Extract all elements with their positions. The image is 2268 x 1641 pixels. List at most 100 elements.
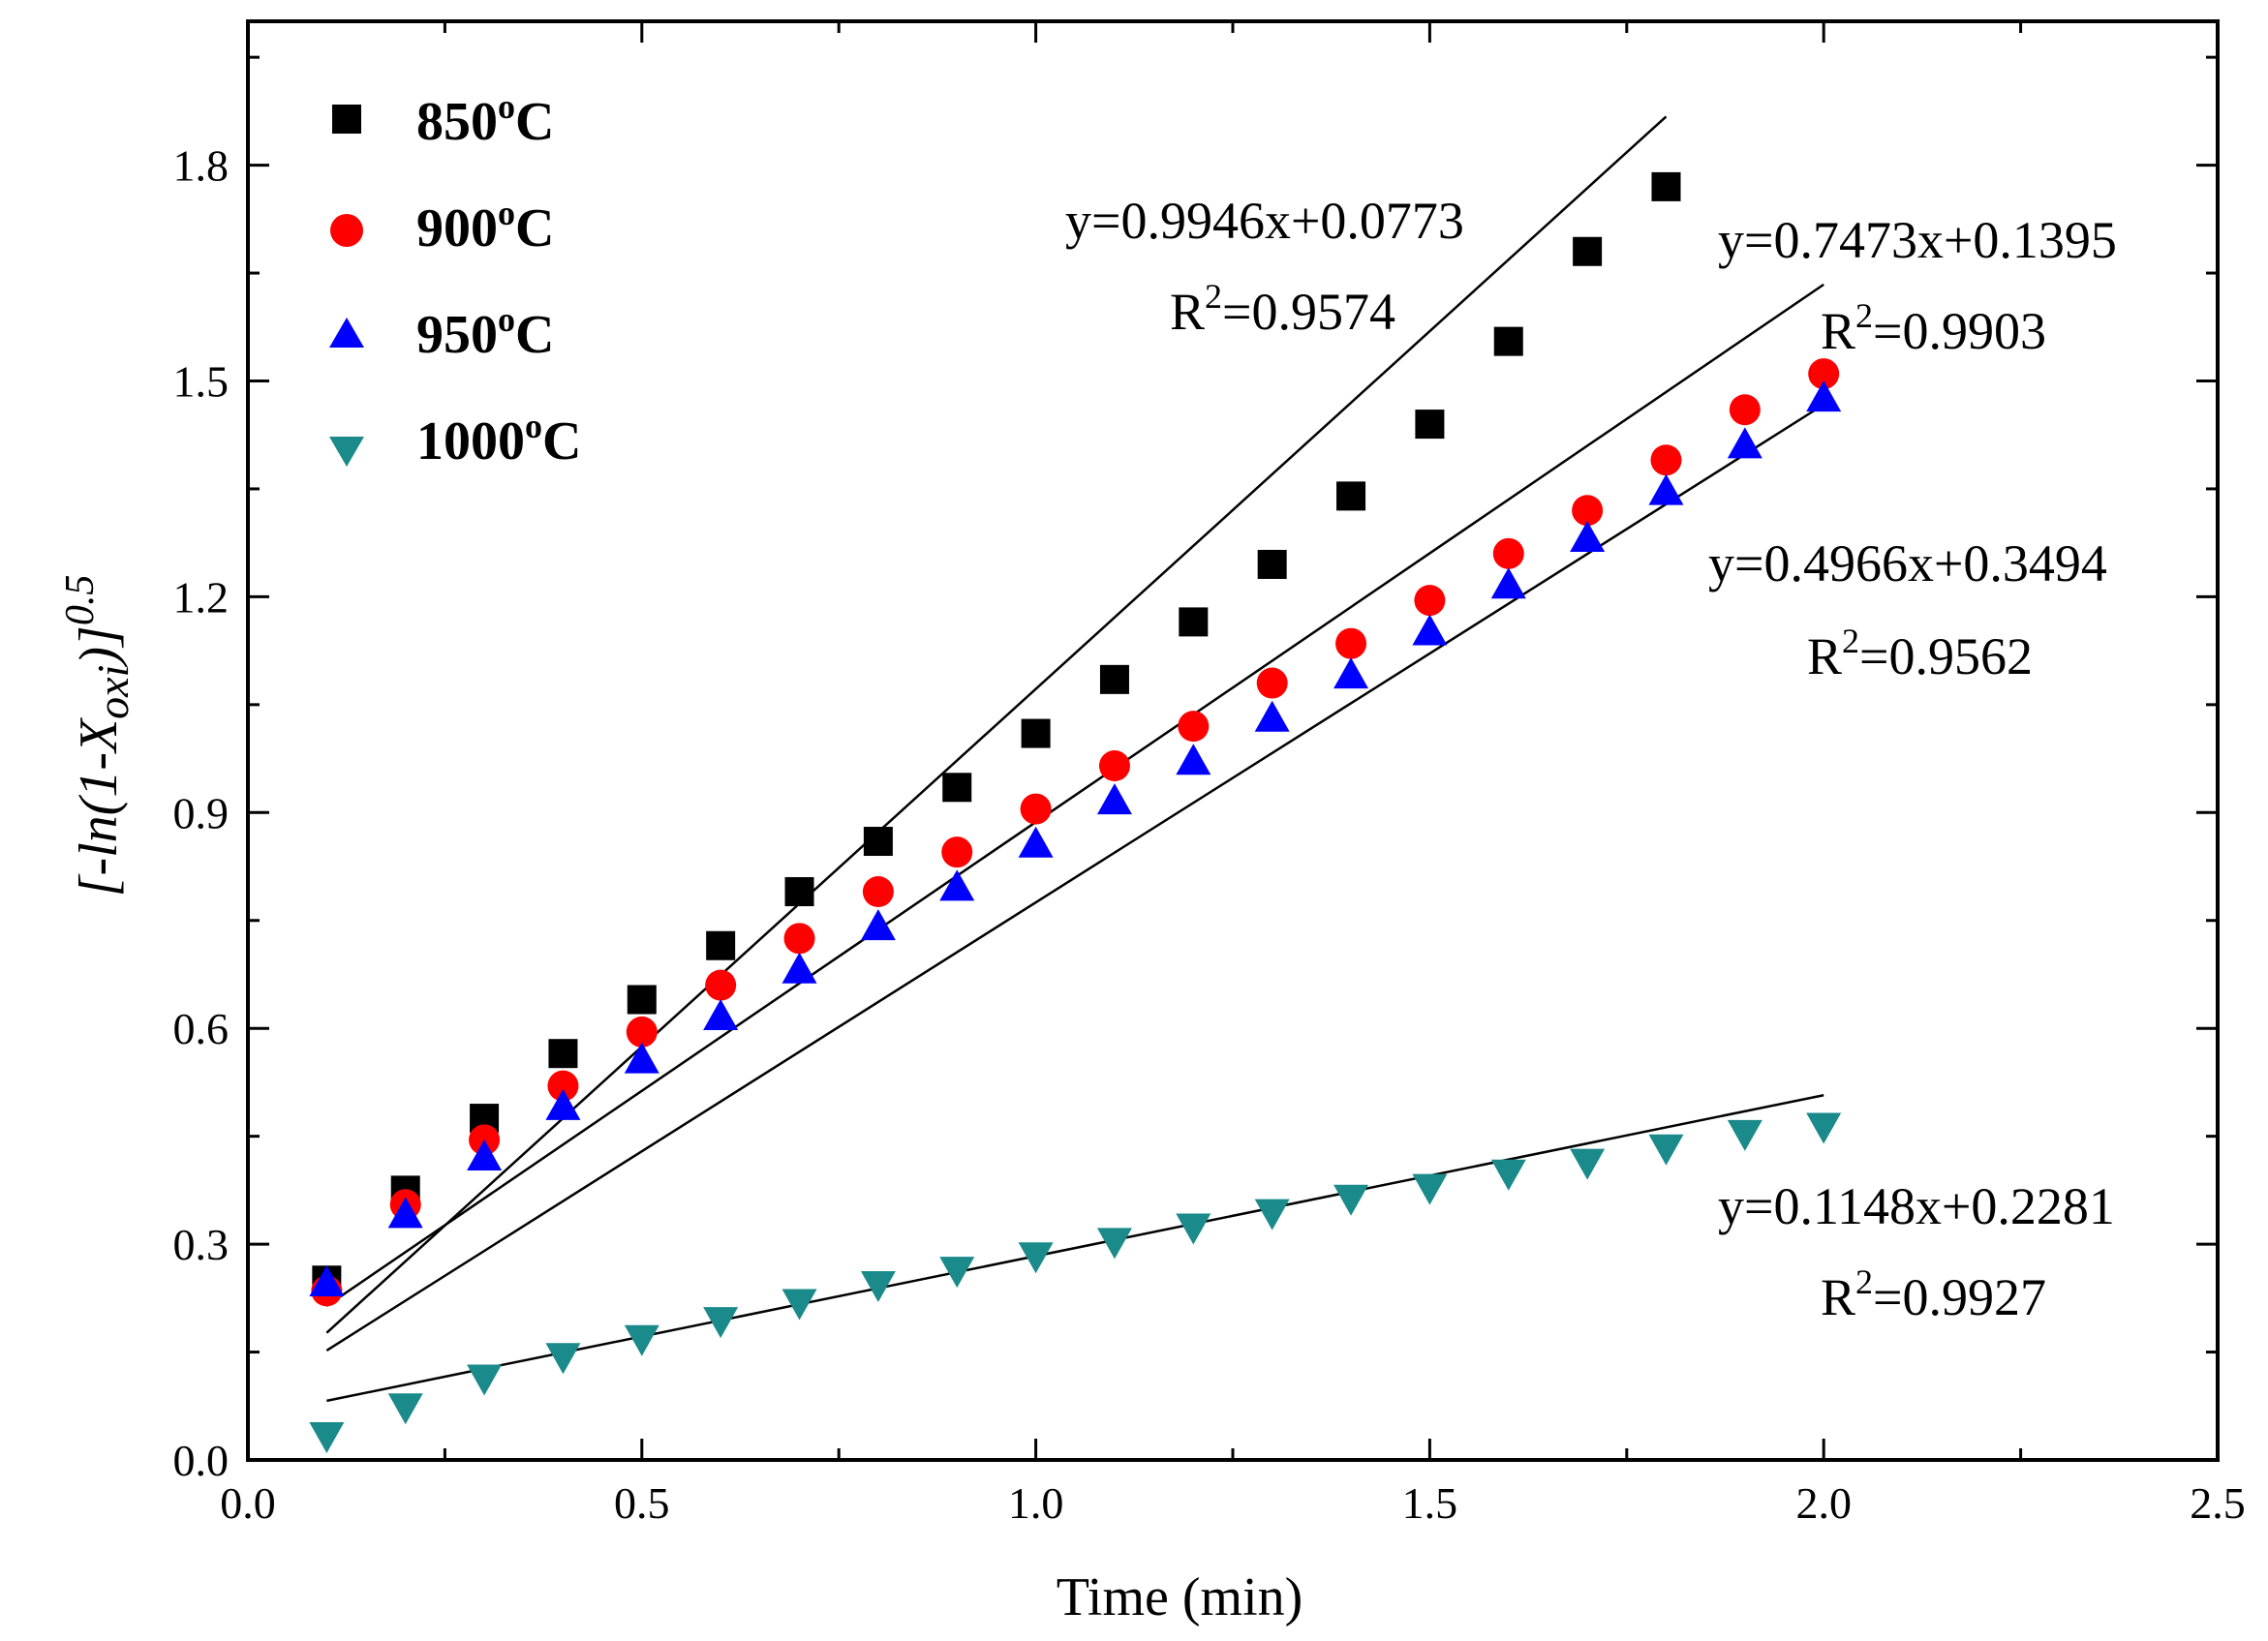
data-point-950 xyxy=(1176,744,1211,775)
annotation-950: y=0.4966x+0.3494 R2=0.9562 xyxy=(1708,534,2107,685)
data-point-950 xyxy=(782,952,817,984)
data-point-900 xyxy=(1256,667,1288,699)
data-point-1000 xyxy=(1490,1159,1526,1191)
data-point-1000 xyxy=(467,1364,503,1396)
y-axis-title-close: )] xyxy=(69,625,129,667)
data-point-850 xyxy=(1415,410,1445,440)
data-point-1000 xyxy=(1648,1134,1684,1166)
data-point-850 xyxy=(706,930,736,960)
data-point-1000 xyxy=(1254,1199,1290,1231)
data-point-950 xyxy=(860,909,896,941)
data-point-900 xyxy=(1650,444,1682,476)
annotation-900: y=0.7473x+0.1395 R2=0.9903 xyxy=(1718,211,2117,360)
data-point-900 xyxy=(1729,394,1761,426)
y-axis-title-subscript: oxi xyxy=(88,665,138,719)
data-point-850 xyxy=(1021,718,1051,748)
data-point-950 xyxy=(624,1042,659,1074)
data-point-900 xyxy=(1335,627,1367,659)
data-point-950 xyxy=(1806,380,1842,412)
data-point-850 xyxy=(1257,549,1287,579)
data-point-850 xyxy=(784,877,814,907)
data-point-900 xyxy=(626,1016,658,1048)
fit-line-950 xyxy=(325,403,1824,1352)
annotation-1000: y=0.1148x+0.2281 R2=0.9927 xyxy=(1718,1177,2115,1326)
data-point-850 xyxy=(863,827,893,857)
r2-900: R2=0.9903 xyxy=(1821,296,2046,360)
legend-label-1000: 1000oC xyxy=(416,407,581,471)
data-point-1000 xyxy=(860,1270,896,1302)
y-tick-label: 0.3 xyxy=(173,1220,230,1269)
axes-layer: 0.0 0.5 1.0 1.5 2.0 2.5 0.0 0.3 0.6 0.9 1.2 1.5 1.8 xyxy=(173,19,2246,1528)
data-point-850 xyxy=(548,1039,578,1069)
data-point-950 xyxy=(1570,520,1606,552)
data-point-850 xyxy=(1493,326,1523,356)
data-point-1000 xyxy=(387,1393,423,1425)
svg-text:[-ln(1-Xoxi)]0.5: [-ln(1-Xoxi)]0.5 xyxy=(58,575,138,897)
equation-900: y=0.7473x+0.1395 xyxy=(1718,211,2117,269)
legend-label-850: 850oC xyxy=(416,87,554,152)
data-point-850 xyxy=(1099,664,1129,694)
r2-950: R2=0.9562 xyxy=(1807,622,2033,685)
r2-1000: R2=0.9927 xyxy=(1821,1262,2046,1326)
data-point-900 xyxy=(1098,750,1130,782)
data-point-900 xyxy=(1020,793,1052,825)
y-tick-label: 0.0 xyxy=(173,1436,230,1485)
equation-950: y=0.4966x+0.3494 xyxy=(1708,534,2107,593)
data-point-950 xyxy=(467,1139,503,1170)
data-point-1000 xyxy=(939,1257,975,1289)
data-point-1000 xyxy=(1806,1112,1842,1144)
fit-line-900 xyxy=(325,283,1824,1307)
data-point-1000 xyxy=(1333,1184,1369,1216)
y-axis-title-exponent: 0.5 xyxy=(58,575,103,626)
x-tick-label: 2.5 xyxy=(2190,1478,2246,1528)
data-point-850 xyxy=(1179,607,1209,637)
y-axis-title: [-ln(1-Xoxi)]0.5 xyxy=(58,575,138,897)
data-point-950 xyxy=(1018,826,1054,858)
data-point-1000 xyxy=(309,1421,345,1453)
data-point-1000 xyxy=(624,1324,659,1356)
annotation-850: y=0.9946x+0.0773 R2=0.9574 xyxy=(1065,192,1464,341)
data-point-950 xyxy=(545,1088,581,1120)
equation-850: y=0.9946x+0.0773 xyxy=(1065,192,1464,250)
y-tick-label: 0.9 xyxy=(173,788,230,837)
data-point-950 xyxy=(1727,427,1762,459)
x-tick-label: 2.0 xyxy=(1795,1478,1852,1528)
data-point-1000 xyxy=(545,1343,581,1375)
data-point-850 xyxy=(627,985,657,1015)
data-point-950 xyxy=(1490,567,1526,599)
data-point-950 xyxy=(387,1197,423,1229)
y-tick-label: 1.8 xyxy=(173,141,230,191)
data-point-900 xyxy=(1414,585,1446,617)
data-point-1000 xyxy=(1018,1242,1054,1274)
legend-label-900: 900oC xyxy=(416,194,554,258)
legend-marker-850 xyxy=(332,105,361,134)
data-point-950 xyxy=(1096,783,1132,815)
data-point-950 xyxy=(1648,473,1684,505)
data-point-950 xyxy=(1333,657,1369,689)
fit-line-1000 xyxy=(326,1094,1824,1403)
data-point-950 xyxy=(703,999,739,1031)
data-point-1000 xyxy=(703,1307,739,1339)
data-point-900 xyxy=(1178,711,1210,743)
data-point-950 xyxy=(309,1264,345,1296)
data-point-900 xyxy=(1572,495,1604,527)
data-point-900 xyxy=(705,969,737,1001)
legend-label-950: 950oC xyxy=(416,300,554,365)
data-point-1000 xyxy=(782,1289,817,1321)
x-tick-label: 0.5 xyxy=(614,1478,670,1528)
data-point-900 xyxy=(1808,358,1840,390)
y-tick-label: 0.6 xyxy=(173,1004,230,1053)
markers-layer xyxy=(309,171,1842,1453)
y-tick-label: 1.5 xyxy=(173,357,230,407)
legend-marker-950 xyxy=(329,318,364,348)
data-point-900 xyxy=(941,836,973,868)
data-point-900 xyxy=(862,876,894,908)
data-point-1000 xyxy=(1412,1173,1448,1205)
data-point-1000 xyxy=(1727,1119,1762,1151)
x-tick-label: 1.5 xyxy=(1402,1478,1458,1528)
data-point-900 xyxy=(1492,537,1524,569)
y-axis-title-prefix: [-ln(1-X xyxy=(69,716,129,896)
data-point-850 xyxy=(1573,236,1603,266)
data-point-1000 xyxy=(1096,1228,1132,1260)
x-tick-label: 1.0 xyxy=(1008,1478,1064,1528)
